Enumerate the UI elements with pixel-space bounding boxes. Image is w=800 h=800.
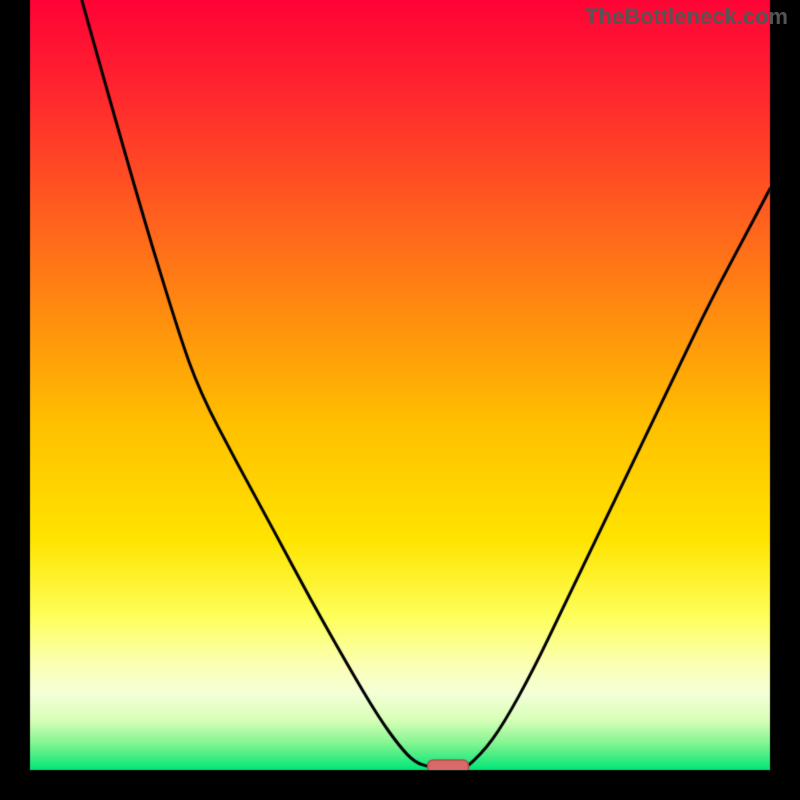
chart-container: TheBottleneck.com — [0, 0, 800, 800]
bottleneck-curve — [0, 0, 800, 800]
